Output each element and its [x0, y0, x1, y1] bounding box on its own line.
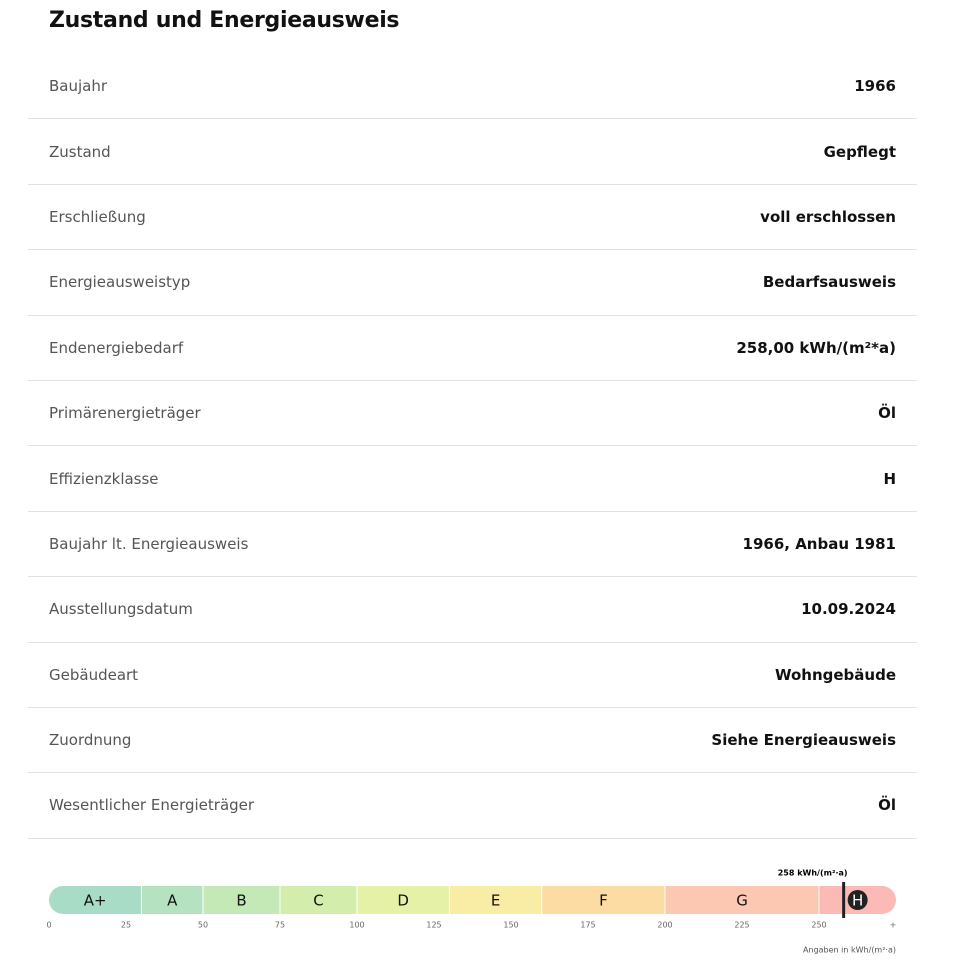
class-segment [665, 886, 819, 914]
class-segment [449, 886, 542, 914]
detail-row: Zustand Gepflegt [28, 119, 917, 185]
tick-label: 175 [580, 921, 595, 930]
row-label: Primärenergieträger [49, 404, 201, 423]
detail-row: Erschließung voll erschlossen [28, 185, 917, 251]
tick-label: 50 [198, 921, 208, 930]
tick-label: 75 [275, 921, 285, 930]
tick-end-label: + [890, 921, 897, 930]
tick-label: 25 [121, 921, 131, 930]
tick-label: 250 [811, 921, 826, 930]
row-value: 1966, Anbau 1981 [742, 534, 896, 553]
row-value: Öl [878, 796, 896, 815]
tick-label: 200 [657, 921, 672, 930]
row-label: Effizienzklasse [49, 469, 159, 488]
row-label: Baujahr [49, 77, 108, 96]
row-value: H [883, 469, 896, 488]
scale-bar [49, 886, 896, 914]
row-value: 1966 [854, 77, 896, 96]
row-label: Wesentlicher Energieträger [49, 796, 255, 815]
detail-row: Gebäudeart Wohngebäude [28, 643, 917, 708]
row-label: Zuordnung [49, 731, 132, 750]
class-label: A+ [84, 892, 107, 910]
row-value: 258,00 kWh/(m²*a) [736, 338, 896, 357]
detail-row: Zuordnung Siehe Energieausweis [28, 708, 917, 774]
class-label: A [167, 892, 178, 910]
marker-label: 258 kWh/(m²·a) [778, 869, 848, 878]
class-label: F [599, 892, 608, 910]
row-value: Siehe Energieausweis [711, 731, 896, 750]
row-value: Gepflegt [823, 142, 896, 161]
detail-row: Energieausweistyp Bedarfsausweis [28, 250, 917, 316]
class-label: E [491, 892, 500, 910]
class-segment [203, 886, 280, 914]
class-badge [847, 890, 868, 910]
class-label: B [236, 892, 246, 910]
class-label: C [313, 892, 323, 910]
tick-label: 150 [503, 921, 518, 930]
detail-row: Baujahr 1966 [28, 54, 917, 120]
class-label: D [397, 892, 409, 910]
row-value: Wohngebäude [774, 665, 896, 684]
row-label: Ausstellungsdatum [49, 600, 193, 619]
class-segment [141, 886, 203, 914]
details-table: Baujahr 1966 Zustand Gepflegt Erschließung vo… [28, 54, 917, 839]
class-segment [49, 886, 142, 914]
class-segment [541, 886, 665, 914]
row-label: Endenergiebedarf [49, 338, 184, 357]
class-segment [280, 886, 357, 914]
tick-label: 225 [734, 921, 749, 930]
detail-row: Ausstellungsdatum 10.09.2024 [28, 577, 917, 643]
row-label: Baujahr lt. Energieausweis [49, 534, 249, 553]
tick-label: 100 [349, 921, 364, 930]
row-value: Bedarfsausweis [762, 273, 896, 292]
class-label: G [736, 892, 748, 910]
detail-row: Baujahr lt. Energieausweis 1966, Anbau 19… [28, 512, 917, 578]
row-label: Zustand [49, 142, 111, 161]
detail-row: Endenergiebedarf 258,00 kWh/(m²*a) [28, 316, 917, 381]
title: Zustand und Energieausweis [49, 8, 400, 33]
class-segment [357, 886, 450, 914]
row-label: Energieausweistyp [49, 273, 191, 292]
tick-label: 125 [426, 921, 441, 930]
row-value: Öl [878, 404, 896, 423]
energy-scale: A+ A B C D E F G H 0 25 50 75 100 125 150 175 200 225 250 +2… [46, 869, 897, 955]
footnote: Angaben in kWh/(m²·a) [803, 946, 896, 955]
row-label: Gebäudeart [49, 665, 139, 684]
row-value: 10.09.2024 [801, 600, 896, 619]
class-label: H [852, 892, 863, 910]
detail-row: Effizienzklasse H [28, 446, 917, 512]
tick-label: 0 [46, 921, 51, 930]
row-value: voll erschlossen [760, 207, 896, 226]
detail-row: Wesentlicher Energieträger Öl [28, 773, 917, 839]
row-label: Erschließung [49, 207, 146, 226]
detail-row: Primärenergieträger Öl [28, 381, 917, 447]
